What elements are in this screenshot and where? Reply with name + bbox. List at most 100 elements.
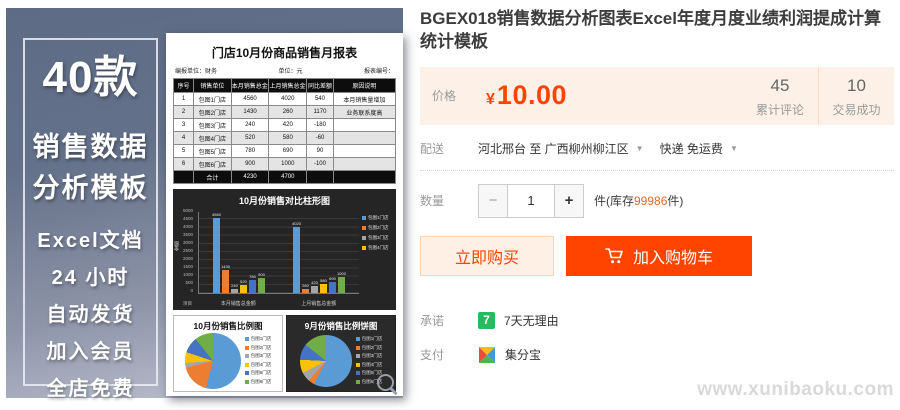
poster-features: Excel文档 24 小时 自动发货 加入会员 全店免费: [37, 224, 143, 401]
table-cell: -100: [306, 157, 334, 171]
payment-text: 集分宝: [505, 348, 542, 363]
table-header-cell: 序号: [173, 78, 194, 93]
y-tick-label: 500: [185, 280, 193, 286]
stock-suffix: 件): [667, 194, 684, 209]
legend-label: 包图1门店: [361, 336, 383, 342]
pie-chart-september-panel: 9月份销售比例饼图 包图1门店 包图2门店 包图3门店 包图4门店 包图5门店 包图6门店: [286, 315, 396, 392]
legend-label: 包图3门店: [250, 353, 272, 359]
legend-swatch: [355, 345, 360, 350]
legend-label: 包图2门店: [250, 344, 272, 350]
bar-value-label: 4560: [212, 212, 221, 218]
bar: 260: [302, 283, 309, 293]
buy-now-button[interactable]: 立即购买: [420, 235, 554, 276]
jifenbao-icon: [479, 346, 495, 363]
legend-label: 包图5门店: [361, 370, 383, 376]
poster-feature: 全店免费: [46, 378, 135, 401]
table-cell: 6: [173, 157, 194, 171]
table-row: 3 包图3门店 240 420 -180: [173, 118, 397, 132]
table-cell: 260: [268, 105, 308, 119]
y-tick-label: 1500: [182, 264, 193, 270]
bar-value-label: 260: [302, 282, 309, 288]
deals-label: 交易成功: [832, 102, 881, 117]
pie-chart-october: [184, 332, 241, 389]
payment-row: 支付 集分宝: [420, 346, 894, 364]
report-info-row: 编报单位：财务 单位：元 报表编号：: [175, 66, 394, 75]
table-cell: [306, 170, 334, 184]
quantity-increase-button[interactable]: +: [554, 183, 584, 218]
chevron-down-icon[interactable]: ▼: [635, 143, 644, 153]
legend-label: 包图4门店: [368, 245, 389, 250]
legend-label: 包图6门店: [361, 378, 383, 384]
delivery-route-dropdown[interactable]: 河北邢台 至 广西柳州柳江区: [478, 141, 629, 156]
table-cell: [332, 144, 397, 158]
pie-chart-october-panel: 10月份销售比例图 包图1门店 包图2门店 包图3门店 包图4门店 包图5门店 包图6门店: [173, 315, 283, 392]
bar-group: 4020 260 420 580 690 1000: [292, 212, 346, 293]
page-title: BGEX018销售数据分析图表Excel年度月度业绩利润提成计算统计模板: [420, 9, 881, 51]
zoom-icon[interactable]: [377, 374, 394, 391]
table-cell: 4700: [268, 170, 308, 184]
chevron-down-icon[interactable]: ▼: [729, 143, 738, 153]
pie-chart-september-legend: 包图1门店 包图2门店 包图3门店 包图4门店 包图5门店 包图6门店: [355, 336, 383, 385]
table-cell: 包图6门店: [192, 157, 232, 171]
currency-symbol: ¥: [486, 91, 495, 109]
legend-label: 包图2门店: [361, 344, 383, 350]
quantity-decrease-button[interactable]: −: [478, 183, 508, 218]
legend-item: 包图6门店: [355, 378, 383, 385]
y-tick-label: 3000: [182, 240, 193, 246]
report-unit: 编报单位：财务: [175, 69, 218, 75]
legend-swatch: [244, 337, 249, 342]
bar-value-label: 4020: [292, 221, 301, 227]
divider: [420, 169, 894, 171]
legend-item: 包图4门店: [362, 245, 394, 251]
promise-label: 承诺: [420, 313, 445, 328]
table-header-cell: 销售单位: [192, 78, 232, 93]
bar: 4560: [212, 212, 221, 293]
table-row: 5 包图5门店 780 690 90: [173, 144, 397, 158]
product-image[interactable]: 40款 销售数据 分析模板 Excel文档 24 小时 自动发货 加入会员 全店免费 门…: [6, 8, 403, 401]
legend-label: 包图4门店: [361, 361, 383, 367]
legend-item: 包图3门店: [244, 353, 272, 359]
poster-feature: 自动发货: [46, 304, 135, 327]
bar: 690: [329, 276, 336, 293]
bar-value-label: 580: [320, 277, 327, 283]
legend-swatch: [362, 216, 366, 220]
table-cell: 240: [230, 118, 270, 132]
add-to-cart-button[interactable]: 加入购物车: [566, 235, 752, 276]
reviews-stat[interactable]: 45 累计评论: [742, 67, 818, 125]
poster-headline: 40款: [42, 53, 139, 102]
quantity-input[interactable]: [508, 183, 554, 218]
legend-swatch: [355, 379, 360, 384]
legend-item: 包图2门店: [355, 344, 383, 351]
legend-item: 包图2门店: [244, 344, 272, 351]
table-cell: 包图1门店: [192, 92, 232, 106]
legend-swatch: [355, 337, 360, 342]
table-cell: 4020: [268, 92, 308, 106]
table-cell: 4560: [230, 92, 270, 106]
poster-line-1: 销售数据: [32, 132, 149, 163]
shipping-method-dropdown[interactable]: 快递 免运费: [659, 141, 723, 156]
bar-value-label: 780: [249, 274, 256, 280]
bar: 240: [231, 283, 238, 293]
promise-text: 7天无理由: [504, 313, 559, 328]
deals-stat[interactable]: 10 交易成功: [818, 66, 894, 125]
excel-preview-sheet: 门店10月份商品销售月报表 编报单位：财务 单位：元 报表编号： 序号 销售单位本…: [166, 33, 403, 396]
bar-value-label: 240: [231, 283, 238, 289]
table-cell: 3: [173, 118, 194, 132]
bar-chart-x-labels: 本月销售总金额 上月销售总金额: [198, 300, 359, 307]
report-title: 门店10月份商品销售月报表: [211, 46, 358, 60]
table-cell: [332, 118, 397, 132]
legend-swatch: [244, 362, 249, 367]
pie-chart-october-legend: 包图1门店 包图2门店 包图3门店 包图4门店 包图5门店 包图6门店: [244, 336, 272, 385]
table-cell: 420: [268, 118, 308, 132]
legend-item: 包图4门店: [355, 361, 383, 368]
table-header-cell: 原因说明: [332, 78, 397, 93]
table-cell: 4: [173, 131, 194, 145]
table-header-cell: 上月销售总金额: [268, 78, 308, 93]
table-cell: 1430: [230, 105, 270, 119]
watermark: www.xunibaoku.com: [697, 379, 894, 400]
y-tick-label: 4500: [182, 216, 193, 222]
legend-swatch: [244, 345, 249, 350]
y-tick-label: 0: [190, 288, 193, 294]
price-value: ¥ 10.00: [486, 80, 567, 111]
table-row: 合计 4230 4700: [173, 170, 397, 184]
